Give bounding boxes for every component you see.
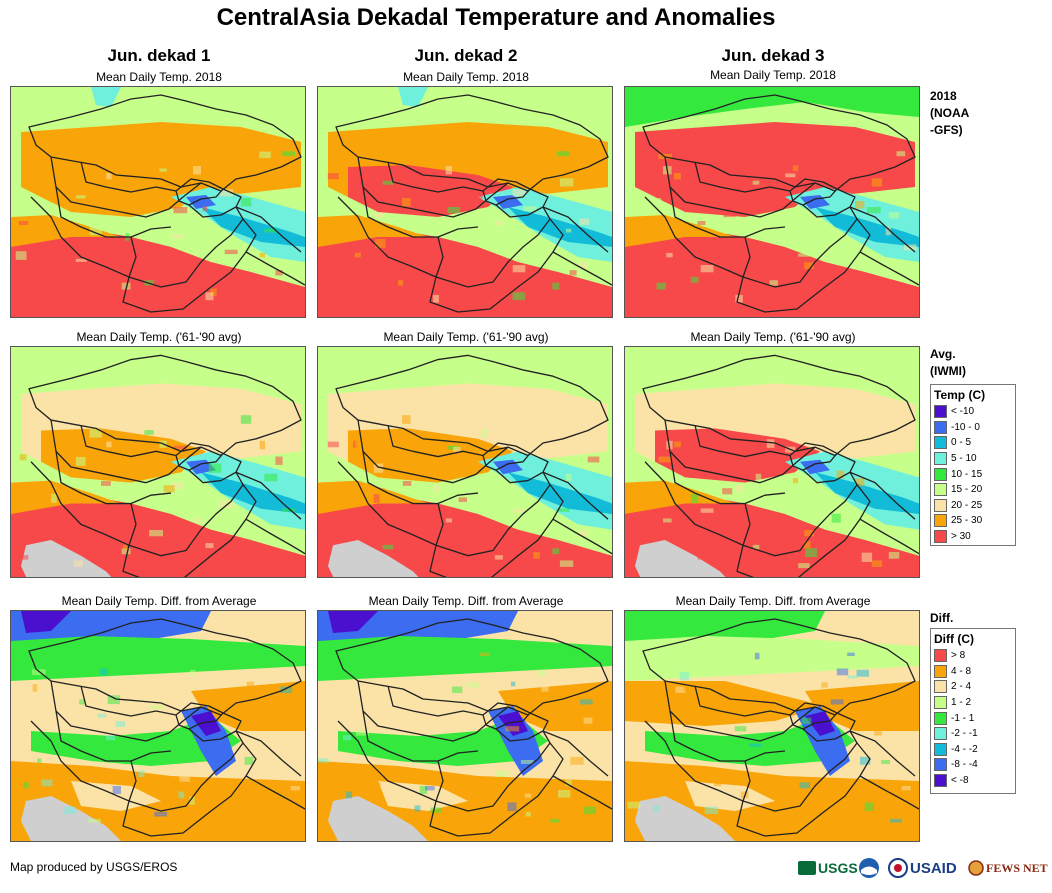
panel-subtitle: Mean Daily Temp. ('61-'90 avg) bbox=[690, 330, 856, 344]
legend-label: -4 - -2 bbox=[951, 743, 978, 755]
panel-subtitle: Mean Daily Temp. Diff. from Average bbox=[61, 594, 257, 608]
legend-title: Temp (C) bbox=[934, 388, 986, 402]
legend-swatch bbox=[934, 711, 947, 725]
legend-swatch bbox=[934, 742, 947, 756]
legend-label: 2 - 4 bbox=[951, 681, 972, 693]
legend-item: < -8 bbox=[931, 773, 1015, 789]
map-panel bbox=[10, 346, 306, 578]
temperature-map bbox=[625, 347, 919, 577]
legend-swatch bbox=[934, 774, 947, 788]
row-label-average: Avg. (IWMI) bbox=[930, 347, 966, 378]
panel-subtitle: Mean Daily Temp. 2018 bbox=[710, 68, 836, 82]
anomaly-map bbox=[625, 611, 919, 841]
usaid-logo: USAID bbox=[888, 857, 957, 879]
legend-swatch bbox=[934, 452, 947, 466]
column-header-dekad-1: Jun. dekad 1 bbox=[107, 46, 211, 65]
legend-swatch bbox=[934, 758, 947, 772]
legend-item: 10 - 15 bbox=[931, 466, 1015, 482]
difference-legend: Diff (C) > 8 4 - 8 2 - 4 1 - 2 -1 - 1 -2 - -1… bbox=[930, 628, 1016, 794]
legend-item: -4 - -2 bbox=[931, 742, 1015, 758]
legend-item: 5 - 10 bbox=[931, 451, 1015, 467]
panel-subtitle: Mean Daily Temp. ('61-'90 avg) bbox=[383, 330, 549, 344]
map-panel bbox=[10, 86, 306, 318]
legend-item: < -10 bbox=[931, 404, 1015, 420]
legend-swatch bbox=[934, 420, 947, 434]
map-credit: Map produced by USGS/EROS bbox=[10, 860, 178, 874]
temperature-map bbox=[318, 347, 612, 577]
legend-label: < -10 bbox=[951, 406, 975, 418]
temperature-legend: Temp (C) < -10 -10 - 0 0 - 5 5 - 10 10 - 15 1… bbox=[930, 384, 1016, 546]
legend-swatch bbox=[934, 498, 947, 512]
legend-item: 25 - 30 bbox=[931, 513, 1015, 529]
legend-item: -1 - 1 bbox=[931, 710, 1015, 726]
panel-subtitle: Mean Daily Temp. ('61-'90 avg) bbox=[76, 330, 242, 344]
legend-label: 1 - 2 bbox=[951, 697, 972, 709]
legend-label: -8 - -4 bbox=[951, 759, 978, 771]
legend-label: -1 - 1 bbox=[951, 712, 975, 724]
legend-swatch bbox=[934, 664, 947, 678]
map-panel bbox=[624, 86, 920, 318]
legend-label: > 30 bbox=[951, 531, 971, 543]
legend-item: > 30 bbox=[931, 529, 1015, 545]
legend-title: Diff (C) bbox=[934, 632, 974, 646]
legend-item: -10 - 0 bbox=[931, 420, 1015, 436]
column-header-dekad-2: Jun. dekad 2 bbox=[414, 46, 518, 65]
legend-item: -2 - -1 bbox=[931, 726, 1015, 742]
panel-subtitle: Mean Daily Temp. 2018 bbox=[403, 70, 529, 84]
legend-label: 10 - 15 bbox=[951, 468, 983, 480]
legend-label: -10 - 0 bbox=[951, 421, 980, 433]
legend-label: > 8 bbox=[951, 650, 966, 662]
legend-label: 25 - 30 bbox=[951, 515, 983, 527]
noaa-logo bbox=[858, 857, 880, 879]
legend-label: 15 - 20 bbox=[951, 484, 983, 496]
map-panel bbox=[10, 610, 306, 842]
anomaly-map bbox=[11, 611, 305, 841]
legend-label: 4 - 8 bbox=[951, 665, 972, 677]
legend-swatch bbox=[934, 530, 947, 544]
legend-label: < -8 bbox=[951, 775, 969, 787]
legend-label: 0 - 5 bbox=[951, 437, 972, 449]
legend-swatch bbox=[934, 436, 947, 450]
anomaly-map bbox=[318, 611, 612, 841]
legend-item: 1 - 2 bbox=[931, 695, 1015, 711]
temperature-map bbox=[318, 87, 612, 317]
map-panel bbox=[317, 346, 613, 578]
legend-item: 20 - 25 bbox=[931, 498, 1015, 514]
legend-swatch bbox=[934, 514, 947, 528]
legend-swatch bbox=[934, 680, 947, 694]
column-header-dekad-3: Jun. dekad 3 bbox=[721, 46, 825, 65]
legend-swatch bbox=[934, 696, 947, 710]
legend-swatch bbox=[934, 483, 947, 497]
legend-item: > 8 bbox=[931, 648, 1015, 664]
legend-swatch bbox=[934, 405, 947, 419]
temperature-map bbox=[625, 87, 919, 317]
row-label-diff: Diff. bbox=[930, 611, 954, 625]
panel-subtitle: Mean Daily Temp. Diff. from Average bbox=[368, 594, 564, 608]
legend-swatch bbox=[934, 467, 947, 481]
legend-label: 20 - 25 bbox=[951, 499, 983, 511]
row-label-2018: 2018 (NOAA -GFS) bbox=[930, 89, 970, 137]
fews-net-logo: FEWS NET bbox=[968, 857, 1048, 879]
panel-subtitle: Mean Daily Temp. Diff. from Average bbox=[675, 594, 871, 608]
legend-item: 2 - 4 bbox=[931, 679, 1015, 695]
map-panel bbox=[317, 86, 613, 318]
legend-swatch bbox=[934, 649, 947, 663]
legend-swatch bbox=[934, 727, 947, 741]
legend-item: -8 - -4 bbox=[931, 757, 1015, 773]
temperature-map bbox=[11, 87, 305, 317]
map-panel bbox=[317, 610, 613, 842]
page-title: CentralAsia Dekadal Temperature and Anom… bbox=[216, 4, 776, 31]
legend-label: 5 - 10 bbox=[951, 453, 977, 465]
map-panel bbox=[624, 346, 920, 578]
panel-subtitle: Mean Daily Temp. 2018 bbox=[96, 70, 222, 84]
usgs-logo: USGS bbox=[798, 857, 858, 879]
legend-item: 15 - 20 bbox=[931, 482, 1015, 498]
legend-label: -2 - -1 bbox=[951, 728, 978, 740]
legend-item: 4 - 8 bbox=[931, 664, 1015, 680]
temperature-map bbox=[11, 347, 305, 577]
map-panel bbox=[624, 610, 920, 842]
legend-item: 0 - 5 bbox=[931, 435, 1015, 451]
